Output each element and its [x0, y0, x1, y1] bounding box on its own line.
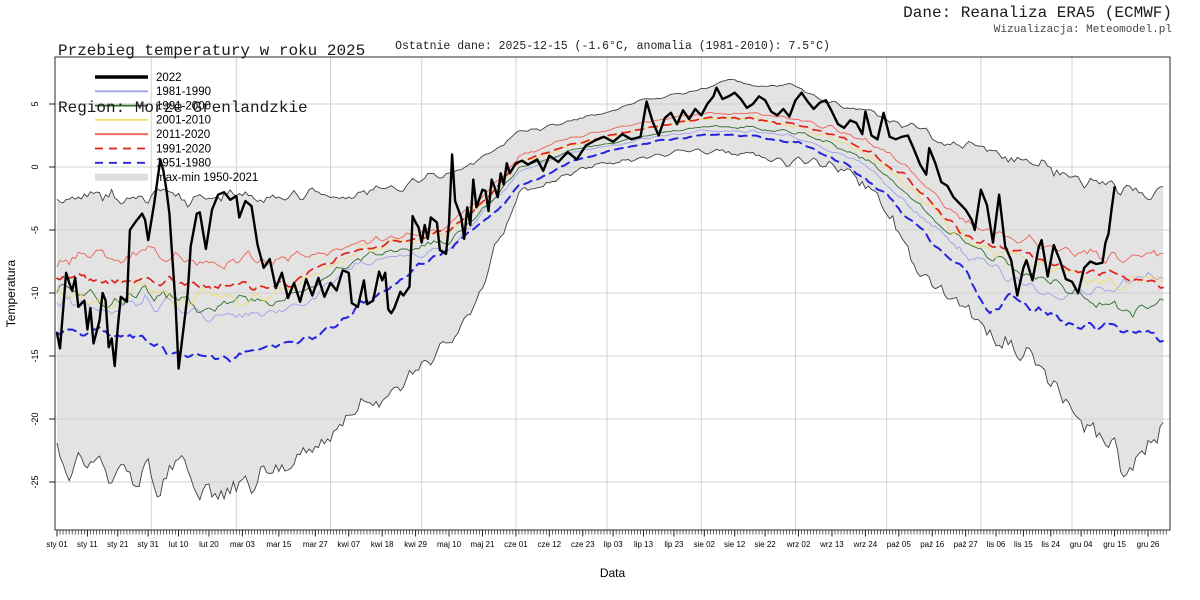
legend: 2022 1981-1990 1991-2000 2001-2010 2011-2020… — [95, 72, 258, 184]
x-tick-label: mar 27 — [303, 540, 328, 549]
series-lines — [55, 86, 1165, 370]
x-tick-label: sty 01 — [46, 540, 68, 549]
x-tick-label: lut 20 — [199, 540, 219, 549]
x-tick-label: sty 11 — [77, 540, 98, 549]
x-tick-label: paź 27 — [954, 540, 979, 549]
x-tick-label: wrz 02 — [786, 540, 811, 549]
y-tick-label: -10 — [30, 286, 40, 299]
legend-label: 2011-2020 — [156, 129, 210, 141]
x-tick-label: lis 15 — [1014, 540, 1033, 549]
legend-label: 2001-2010 — [156, 115, 211, 127]
x-tick-label: lis 06 — [987, 540, 1006, 549]
y-axis-ticks — [49, 103, 55, 483]
minmax-band-fill — [57, 79, 1164, 500]
x-tick-label: cze 12 — [538, 540, 562, 549]
x-tick-label: wrz 24 — [853, 540, 878, 549]
minmax-band — [57, 79, 1164, 500]
last-data-note: Ostatnie dane: 2025-12-15 (-1.6°C, anoma… — [395, 40, 830, 53]
x-tick-label: lut 10 — [169, 540, 189, 549]
x-tick-label: gru 26 — [1137, 540, 1160, 549]
x-tick-label: maj 21 — [470, 540, 495, 549]
series-2001-2010 — [56, 116, 1164, 309]
y-axis-title: Temperatura — [4, 259, 18, 327]
legend-label: 1991-2000 — [156, 100, 211, 112]
x-tick-label: kwi 18 — [371, 540, 394, 549]
series-1951-1980 — [56, 133, 1165, 363]
x-tick-label: wrz 13 — [819, 540, 844, 549]
x-tick-label: lip 23 — [664, 540, 684, 549]
x-tick-label: sie 12 — [724, 540, 746, 549]
data-source: Dane: Reanaliza ERA5 (ECMWF) — [903, 4, 1172, 22]
legend-label: 1981-1990 — [156, 86, 211, 98]
x-axis-labels: sty 01 sty 11 sty 21 sty 31 lut 10 lut 20 mar … — [46, 540, 1160, 549]
x-tick-label: paź 16 — [920, 540, 945, 549]
legend-label: 1991-2020 — [156, 143, 211, 155]
x-tick-label: cze 23 — [571, 540, 595, 549]
x-axis-title: Data — [600, 566, 626, 580]
x-tick-label: sie 02 — [694, 540, 716, 549]
page-title: Przebieg temperatury w roku 2025 — [58, 42, 366, 60]
x-tick-label: maj 10 — [437, 540, 462, 549]
source-block: Dane: Reanaliza ERA5 (ECMWF) Wizualizacj… — [903, 4, 1172, 37]
x-tick-label: sty 21 — [107, 540, 129, 549]
x-axis-ticks — [56, 530, 1167, 537]
x-tick-label: lis 24 — [1041, 540, 1060, 549]
y-tick-label: 5 — [30, 101, 40, 106]
x-tick-label: gru 15 — [1103, 540, 1126, 549]
x-tick-label: mar 03 — [230, 540, 255, 549]
legend-label: 1951-1980 — [156, 158, 211, 170]
x-tick-label: lip 13 — [634, 540, 654, 549]
x-tick-label: gru 04 — [1070, 540, 1093, 549]
x-tick-label: sie 22 — [754, 540, 776, 549]
y-tick-label: -20 — [30, 412, 40, 425]
legend-label: 2022 — [156, 72, 182, 84]
y-tick-label: -15 — [30, 349, 40, 362]
x-tick-label: paź 05 — [887, 540, 912, 549]
y-tick-label: -25 — [30, 475, 40, 488]
y-tick-label: 0 — [30, 164, 40, 169]
series-1981-1990 — [56, 129, 1164, 323]
x-tick-label: kwi 07 — [337, 540, 360, 549]
legend-label: max-min 1950-2021 — [156, 172, 258, 184]
y-axis-labels: 5 0 -5 -10 -15 -20 -25 — [30, 101, 40, 488]
series-2022 — [55, 86, 1116, 370]
x-tick-label: cze 01 — [504, 540, 528, 549]
x-tick-label: sty 31 — [137, 540, 159, 549]
title-block: Przebieg temperatury w roku 2025 Region:… — [58, 4, 365, 156]
x-tick-label: mar 15 — [266, 540, 291, 549]
series-1991-2000 — [56, 125, 1164, 318]
y-tick-label: -5 — [30, 226, 40, 234]
visualization-credit: Wizualizacja: Meteomodel.pl — [993, 24, 1172, 36]
minmax-band-min-edge — [56, 148, 1164, 501]
x-tick-label: lip 03 — [604, 540, 624, 549]
series-1991-2020 — [56, 116, 1165, 291]
region-subtitle: Region: Morze Grenlandzkie — [58, 99, 308, 117]
x-tick-label: kwi 29 — [404, 540, 427, 549]
series-2011-2020 — [56, 111, 1164, 270]
minmax-band-max-edge — [56, 78, 1164, 208]
